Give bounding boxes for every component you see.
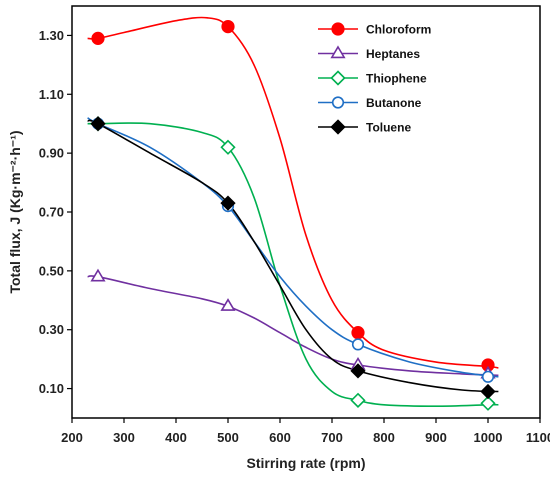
y-axis-ticks: 0.10 0.30 0.50 0.70 0.90 1.10 1.30 <box>39 28 72 396</box>
chloroform-point <box>351 326 365 340</box>
toluene-line <box>87 119 499 393</box>
legend-toluene-label: Toluene <box>366 121 411 135</box>
y-tick-label: 0.90 <box>39 146 64 161</box>
y-tick-label: 0.30 <box>39 322 64 337</box>
legend-chloroform-marker <box>331 22 345 36</box>
legend-thiophene-marker <box>330 70 346 86</box>
toluene-point <box>220 195 236 211</box>
x-tick-label: 900 <box>425 430 447 445</box>
y-tick-label: 1.10 <box>39 87 64 102</box>
toluene-point <box>90 116 106 132</box>
x-tick-label: 400 <box>165 430 187 445</box>
x-tick-label: 800 <box>373 430 395 445</box>
thiophene-point <box>480 395 496 411</box>
series-layer <box>87 16 499 411</box>
legend-heptanes-marker <box>330 45 346 59</box>
y-tick-label: 1.30 <box>39 28 64 43</box>
legend-butanone-marker <box>331 96 345 109</box>
plot-frame <box>71 5 541 419</box>
toluene-point <box>480 383 496 400</box>
thiophene-point <box>220 139 236 155</box>
y-tick-label: 0.10 <box>39 381 64 396</box>
legend-heptanes-label: Heptanes <box>366 47 420 61</box>
heptanes-line <box>87 275 499 377</box>
heptanes-point <box>90 268 106 282</box>
thiophene-line <box>87 122 499 408</box>
x-tick-label: 500 <box>217 430 239 445</box>
x-tick-label: 300 <box>113 430 135 445</box>
thiophene-point <box>350 392 366 408</box>
legend-chloroform-label: Chloroform <box>366 23 431 37</box>
toluene-point <box>350 363 366 379</box>
butanone-point <box>481 370 495 383</box>
x-tick-label: 700 <box>321 430 343 445</box>
x-tick-label: 600 <box>269 430 291 445</box>
butanone-line <box>87 117 499 378</box>
y-axis-title: Total flux, J (Kg·m⁻²·h⁻¹) <box>7 130 23 293</box>
chloroform-point <box>221 19 235 34</box>
x-tick-label: 1000 <box>474 430 503 445</box>
legend: Chloroform Heptanes Thiophene Butanone Tolue… <box>318 22 431 135</box>
legend-thiophene-label: Thiophene <box>366 72 427 86</box>
x-tick-label: 200 <box>61 430 83 445</box>
heptanes-point <box>220 298 236 311</box>
legend-toluene-marker <box>330 119 346 135</box>
butanone-point <box>351 338 365 351</box>
x-axis-title: Stirring rate (rpm) <box>246 455 365 471</box>
chloroform-line <box>87 16 499 369</box>
legend-butanone-label: Butanone <box>366 96 422 110</box>
y-tick-label: 0.50 <box>39 263 64 278</box>
chloroform-point <box>91 31 105 45</box>
y-tick-label: 0.70 <box>39 205 64 220</box>
